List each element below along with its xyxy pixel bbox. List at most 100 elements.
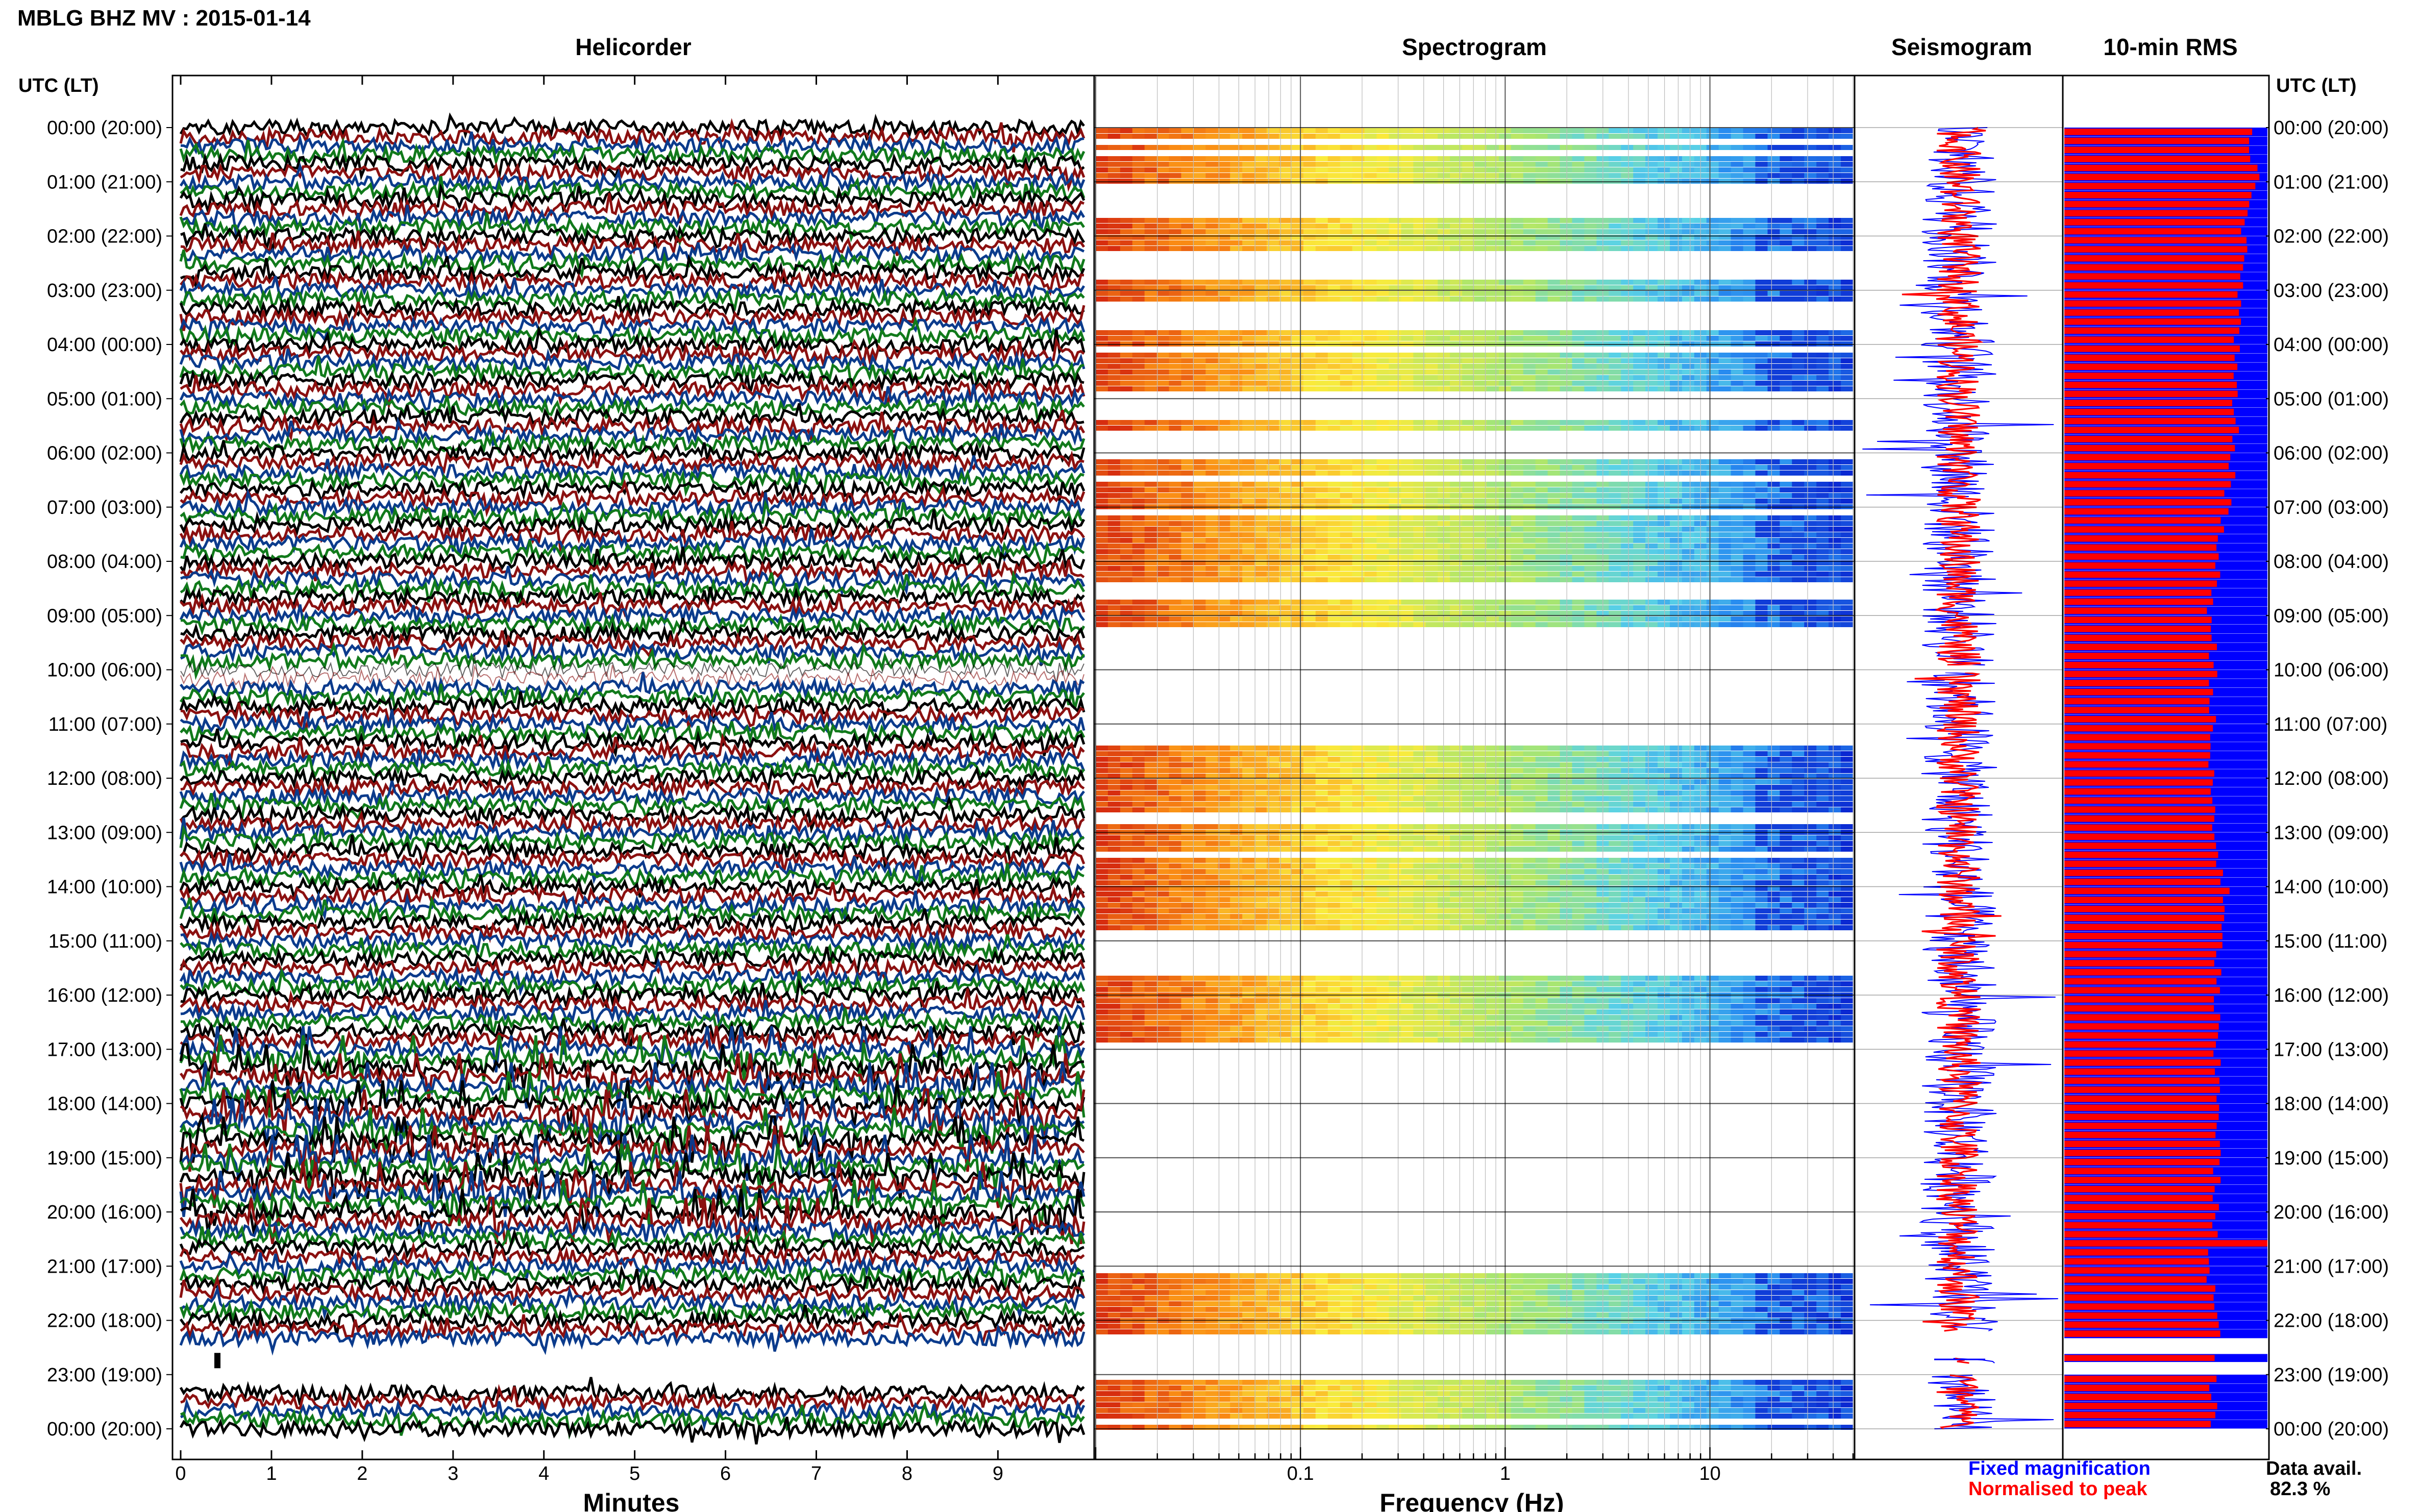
spectrogram-cell <box>1535 470 1548 476</box>
spectrogram-cell <box>1670 807 1683 812</box>
spectrogram-cell <box>1218 493 1230 498</box>
spectrogram-cell <box>1743 869 1756 874</box>
spectrogram-cell <box>1841 538 1854 543</box>
spectrogram-cell <box>1169 560 1182 565</box>
spectrogram-cell <box>1682 128 1695 133</box>
spectrogram-cell <box>1340 364 1353 369</box>
spectrogram-cell <box>1303 886 1316 891</box>
spectrogram-cell <box>1486 779 1499 784</box>
spectrogram-cell <box>1279 358 1292 363</box>
spectrogram-cell <box>1658 465 1670 470</box>
spectrogram-cell <box>1841 886 1854 891</box>
spectrogram-cell <box>1413 774 1426 779</box>
spectrogram-cell <box>1425 521 1438 526</box>
spectrogram-cell <box>1804 790 1817 796</box>
spectrogram-cell <box>1376 532 1389 537</box>
spectrogram-cell <box>1425 577 1438 582</box>
spectrogram-cell <box>1560 863 1572 869</box>
spectrogram-cell <box>1303 358 1316 363</box>
spectrogram-cell <box>1645 538 1658 543</box>
spectrogram-cell <box>1633 835 1646 840</box>
spectrogram-cell <box>1193 285 1206 290</box>
spectrogram-cell <box>1767 841 1780 846</box>
spectrogram-cell <box>1218 358 1230 363</box>
spectrogram-cell <box>1352 487 1365 492</box>
spectrogram-cell <box>1767 605 1780 610</box>
spectrogram-cell <box>1181 296 1194 302</box>
spectrogram-cell <box>1389 543 1401 549</box>
spectrogram-cell <box>1450 156 1463 161</box>
spectrogram-cell <box>1218 886 1230 891</box>
spectrogram-cell <box>1706 330 1719 335</box>
spectrogram-cell <box>1230 218 1243 223</box>
spectrogram-cell <box>1425 515 1438 520</box>
spectrogram-cell <box>1718 538 1732 543</box>
spectrogram-cell <box>1267 880 1279 885</box>
spectrogram-cell <box>1633 796 1646 801</box>
spectrogram-cell <box>1096 330 1108 335</box>
spectrogram-cell <box>1535 875 1548 880</box>
spectrogram-cell <box>1413 167 1426 172</box>
spectrogram-cell <box>1401 858 1414 863</box>
spectrogram-cell <box>1279 549 1292 554</box>
spectrogram-cell <box>1401 128 1414 133</box>
spectrogram-cell <box>1193 470 1206 476</box>
spectrogram-cell <box>1193 572 1206 577</box>
spectrogram-cell <box>1621 880 1634 885</box>
spectrogram-cell <box>1560 796 1572 801</box>
spectrogram-cell <box>1096 532 1108 537</box>
spectrogram-cell <box>1315 757 1328 762</box>
spectrogram-cell <box>1462 757 1475 762</box>
spectrogram-cell <box>1156 296 1170 302</box>
spectrogram-cell <box>1560 381 1572 386</box>
helicorder-trace <box>179 316 1085 355</box>
spectrogram-cell <box>1364 386 1377 391</box>
spectrogram-cell <box>1120 841 1133 846</box>
spectrogram-cell <box>1107 296 1121 302</box>
helicorder-trace <box>179 1241 1085 1272</box>
spectrogram-cell <box>1743 880 1756 885</box>
spectrogram-cell <box>1706 762 1719 767</box>
spectrogram-cell <box>1621 768 1634 773</box>
spectrogram-cell <box>1144 459 1157 464</box>
spectrogram-cell <box>1486 611 1499 616</box>
spectrogram-cell <box>1205 796 1218 801</box>
spectrogram-cell <box>1755 179 1768 184</box>
spectrogram-cell <box>1658 538 1670 543</box>
spectrogram-cell <box>1560 790 1572 796</box>
spectrogram-cell <box>1450 285 1463 290</box>
spectrogram-cell <box>1169 229 1182 234</box>
spectrogram-cell <box>1584 296 1597 302</box>
spectrogram-cell <box>1584 353 1597 358</box>
spectrogram-cell <box>1706 364 1719 369</box>
spectrogram-cell <box>1780 145 1792 150</box>
spectrogram-cell <box>1792 532 1805 537</box>
spectrogram-cell <box>1450 470 1463 476</box>
spectrogram-cell <box>1218 173 1230 178</box>
spectrogram-cell <box>1829 751 1841 756</box>
helicorder-trace <box>180 966 1085 1000</box>
spectrogram-cell <box>1804 566 1817 571</box>
spectrogram-cell <box>1364 841 1377 846</box>
spectrogram-cell <box>1572 549 1585 554</box>
spectrogram-cell <box>1205 358 1218 363</box>
spectrogram-cell <box>1658 572 1670 577</box>
spectrogram-cell <box>1486 285 1499 290</box>
spectrogram-cell <box>1254 482 1267 487</box>
spectrogram-cell <box>1486 482 1499 487</box>
spectrogram-cell <box>1327 751 1341 756</box>
spectrogram-cell <box>1755 835 1768 840</box>
spectrogram-cell <box>1230 235 1243 240</box>
spectrogram-cell <box>1352 774 1365 779</box>
spectrogram-cell <box>1486 746 1499 751</box>
spectrogram-cell <box>1438 521 1450 526</box>
spectrogram-cell <box>1706 426 1719 431</box>
spectrogram-cell <box>1523 538 1536 543</box>
spectrogram-cell <box>1376 762 1389 767</box>
spectrogram-cell <box>1230 600 1243 605</box>
spectrogram-cell <box>1511 605 1524 610</box>
spectrogram-cell <box>1780 555 1792 560</box>
spectrogram-cell <box>1560 128 1572 133</box>
spectrogram-cell <box>1670 790 1683 796</box>
spectrogram-cell <box>1352 240 1365 245</box>
